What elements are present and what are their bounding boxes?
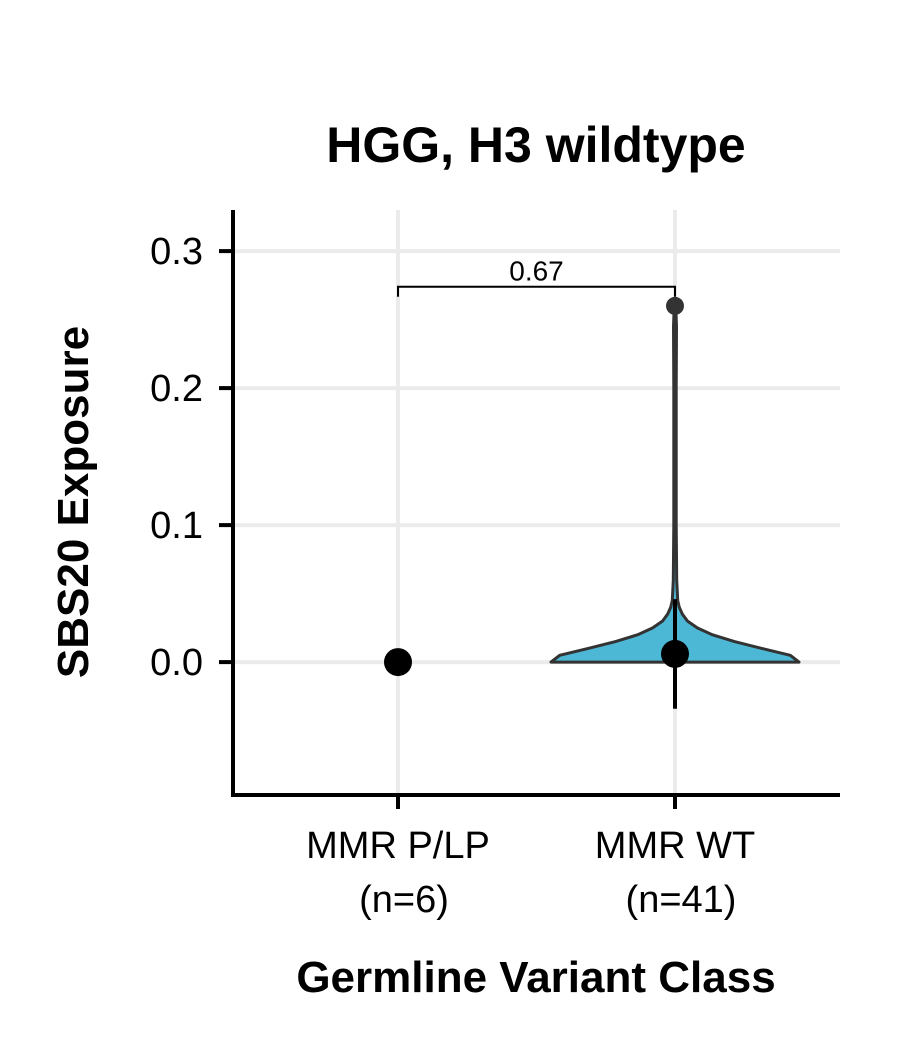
x-tick-sublabel-1: (n=6) [359,879,449,921]
y-axis-title: SBS20 Exposure [49,326,98,678]
summary-point-1 [384,648,412,677]
p-value-label: 0.67 [509,256,564,287]
y-axis-ticks: 0.0 0.1 0.2 0.3 [150,231,233,684]
axes [231,210,840,797]
x-axis-title: Germline Variant Class [296,953,775,1002]
y-tick-label-0.0: 0.0 [150,642,203,684]
grid-lines [233,210,840,795]
summary-point-2 [661,639,689,668]
y-tick-label-0.1: 0.1 [150,505,203,547]
y-tick-label-0.3: 0.3 [150,231,203,273]
outlier-point-2-1 [666,296,684,315]
y-tick-label-0.2: 0.2 [150,368,203,410]
violin-layer [384,296,801,709]
x-axis-ticks: MMR P/LP (n=6) MMR WT (n=41) [306,795,755,921]
comparison-bracket: 0.67 [397,256,676,297]
bracket-line [397,285,676,297]
chart-title: HGG, H3 wildtype [326,117,746,173]
x-tick-label-1: MMR P/LP [306,825,490,867]
x-tick-label-2: MMR WT [595,825,755,867]
x-tick-sublabel-2: (n=41) [626,879,737,921]
